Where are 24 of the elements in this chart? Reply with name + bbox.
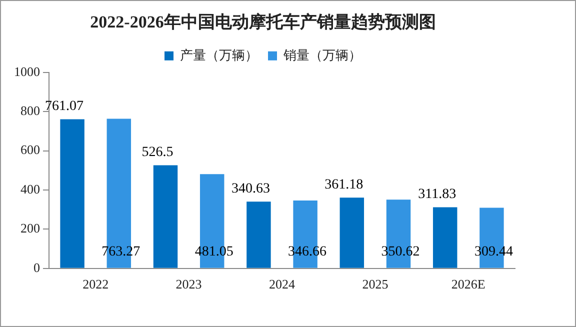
data-label: 361.18 — [324, 177, 364, 192]
y-tick-label: 800 — [20, 103, 40, 118]
bar — [432, 207, 458, 268]
x-tick-label: 2022 — [82, 276, 109, 292]
x-tick-label: 2025 — [362, 276, 388, 292]
data-label: 526.5 — [142, 144, 174, 160]
y-tick-label: 200 — [20, 220, 40, 236]
data-label: 311.83 — [418, 186, 456, 202]
data-label: 761.07 — [45, 98, 84, 114]
legend-label: 销量（万辆） — [282, 48, 362, 64]
bar — [60, 119, 84, 268]
y-tick-label: 1000 — [14, 64, 40, 79]
bar — [153, 165, 178, 268]
y-tick-label: 600 — [20, 142, 40, 158]
x-tick-label: 2023 — [176, 276, 202, 292]
bar — [340, 198, 364, 268]
x-tick-label: 2026E — [451, 276, 486, 292]
x-tick-label: 2024 — [269, 276, 296, 292]
data-label: 340.63 — [231, 181, 270, 196]
legend-label: 产量（万辆） — [180, 48, 258, 64]
bar — [246, 202, 271, 268]
y-tick-label: 400 — [20, 181, 40, 196]
chart-title: 2022-2026年中国电动摩托车产销量趋势预测图 — [90, 12, 436, 32]
y-tick-label: 0 — [34, 260, 40, 275]
